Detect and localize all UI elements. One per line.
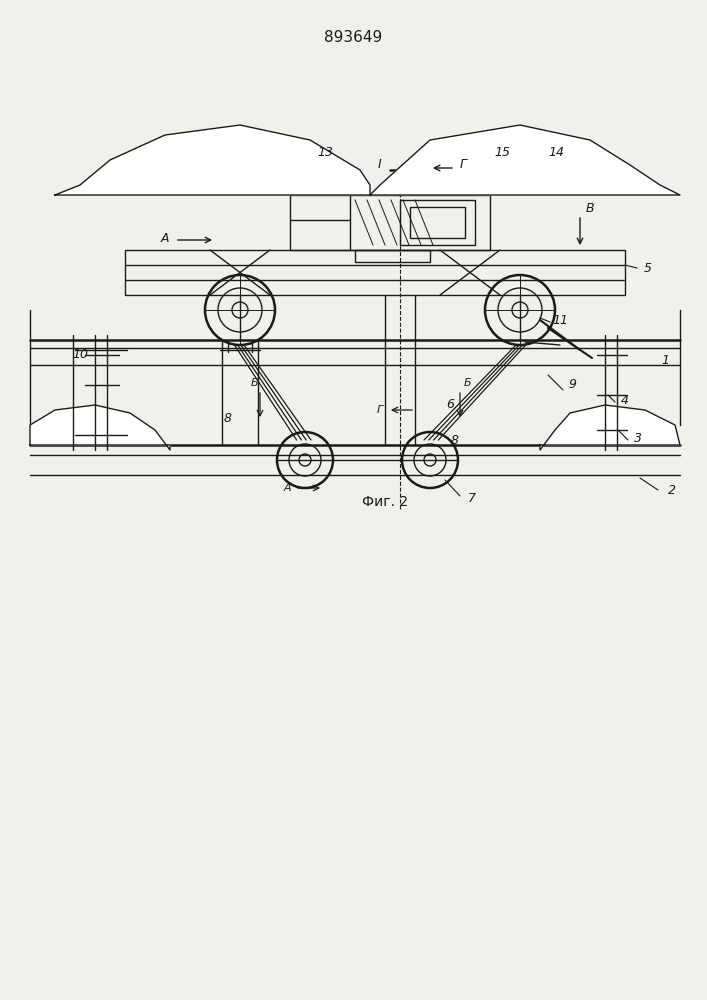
Text: 1: 1 xyxy=(661,354,669,366)
Text: 14: 14 xyxy=(548,145,564,158)
Polygon shape xyxy=(30,405,170,450)
Text: I: I xyxy=(378,158,382,172)
Text: 7: 7 xyxy=(468,491,476,504)
Text: 8: 8 xyxy=(224,412,232,424)
Text: 3: 3 xyxy=(634,432,642,444)
Text: 10: 10 xyxy=(72,349,88,361)
Bar xyxy=(125,250,625,295)
Text: 5: 5 xyxy=(644,261,652,274)
Text: Фиг. 2: Фиг. 2 xyxy=(362,495,408,509)
Text: Б: Б xyxy=(464,378,472,388)
Text: 2: 2 xyxy=(668,484,676,496)
Text: 6: 6 xyxy=(446,398,454,412)
Text: 13: 13 xyxy=(317,145,333,158)
Polygon shape xyxy=(540,405,680,450)
Bar xyxy=(410,207,465,238)
Text: 4: 4 xyxy=(621,393,629,406)
Text: А: А xyxy=(284,483,291,493)
Text: 8: 8 xyxy=(451,434,459,446)
Text: А: А xyxy=(160,232,169,244)
Bar xyxy=(355,250,430,262)
Text: 9: 9 xyxy=(568,378,576,391)
Text: Б: Б xyxy=(251,378,259,388)
Polygon shape xyxy=(55,125,370,195)
Bar xyxy=(400,200,475,245)
Polygon shape xyxy=(370,125,680,195)
Text: В: В xyxy=(585,202,595,215)
Text: 893649: 893649 xyxy=(324,30,382,45)
Bar xyxy=(290,195,490,250)
Text: 15: 15 xyxy=(494,145,510,158)
Text: 11: 11 xyxy=(552,314,568,326)
Text: Г: Г xyxy=(377,405,383,415)
Text: Г: Г xyxy=(460,158,467,172)
